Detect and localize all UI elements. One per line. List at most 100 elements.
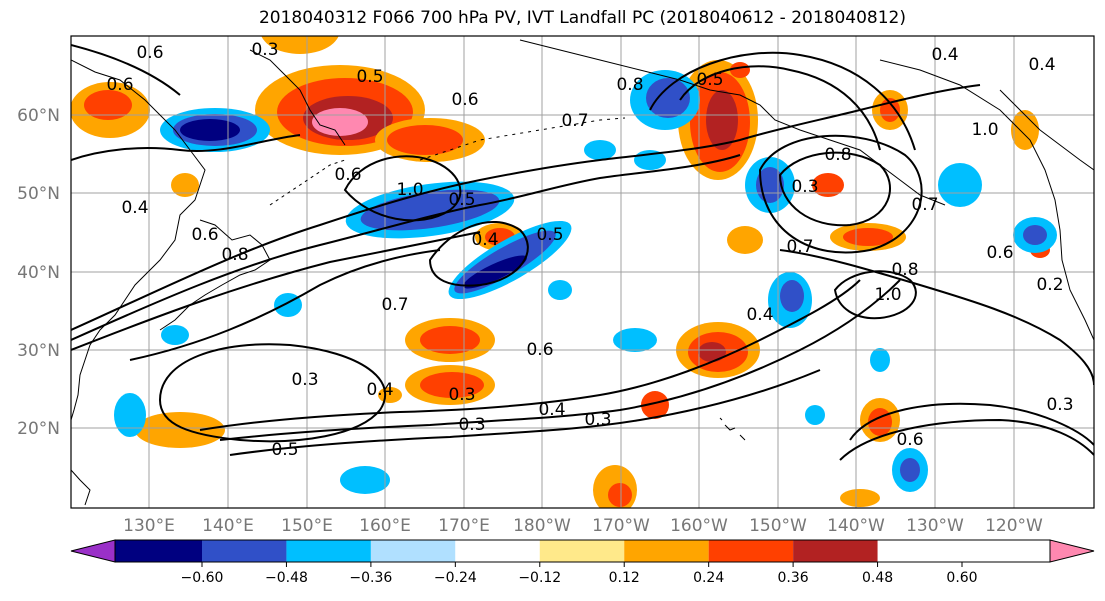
contour-label: 0.6	[191, 225, 218, 245]
contour-label: 0.8	[616, 75, 643, 95]
positive-anomaly-small-2	[840, 489, 880, 507]
latitude-label: 20°N	[17, 419, 60, 439]
positive-anomaly-small-7	[730, 62, 750, 78]
longitude-labels: 130°E 140°E 150°E 160°E 170°E 180°W 170°W 160°W…	[123, 516, 1043, 536]
negative-anomaly-jet	[345, 181, 572, 300]
contour-label: 0.4	[121, 198, 148, 218]
longitude-label: 160°W	[670, 516, 728, 536]
contour-label: 0.4	[931, 45, 958, 65]
colorbar	[70, 539, 1095, 563]
contour-label: 0.6	[986, 243, 1013, 263]
negative-anomaly-small-7	[584, 140, 616, 160]
contour-label: 0.3	[448, 385, 475, 405]
alaska-coastline	[519, 39, 946, 206]
colorbar-tick-label: −0.48	[265, 570, 308, 586]
positive-anomaly-lower-left	[135, 412, 225, 448]
colorbar-frame	[114, 539, 1051, 563]
kamchatka-coastline	[249, 49, 346, 146]
contour-label: 0.6	[526, 340, 553, 360]
contour-label: 0.2	[1036, 275, 1063, 295]
contour-label: 0.5	[448, 190, 475, 210]
colorbar-extend-min	[70, 539, 116, 563]
colorbar-ticks: −0.60 −0.48 −0.36 −0.24 −0.12 0.12 0.24 0.36 0.4…	[181, 562, 978, 586]
colorbar-swatch	[793, 540, 878, 562]
contour-label: 1.0	[971, 120, 998, 140]
lat-lon-grid	[71, 36, 1094, 508]
longitude-label: 180°W	[513, 516, 571, 536]
kuril-chain	[269, 159, 346, 206]
contour-label: 0.5	[271, 440, 298, 460]
longitude-label: 170°W	[592, 516, 650, 536]
colorbar-tick-label: 0.48	[862, 570, 893, 586]
ivt-contours	[71, 44, 1094, 461]
contour-loop-gulf-outer	[758, 134, 923, 254]
negative-anomaly-mid-east-inner	[780, 280, 804, 312]
positive-anomaly-lower-mid-inner	[608, 483, 632, 507]
colorbar-swatch	[202, 540, 287, 562]
negative-anomaly-small-5	[548, 280, 572, 300]
contour-label: 0.8	[221, 245, 248, 265]
colorbar-swatch	[115, 540, 202, 562]
contour-labels: 0.6 0.30.50.60.70.80.40.61.0 0.50.4 0.50.60…	[106, 40, 1073, 460]
contour-label: 0.3	[458, 415, 485, 435]
longitude-label: 150°E	[281, 516, 333, 536]
longitude-label: 160°E	[359, 516, 411, 536]
contour-label: 0.6	[136, 43, 163, 63]
map-frame	[70, 35, 1095, 509]
contour-label: 0.6	[896, 430, 923, 450]
north-america-interior	[999, 89, 1094, 171]
hawaii-islands	[719, 417, 746, 441]
latitude-label: 50°N	[17, 184, 60, 204]
contour-low-left	[158, 343, 387, 443]
positive-anomaly-gulf	[812, 173, 844, 197]
contour-western-north-2	[71, 44, 181, 96]
negative-anomaly-south-east-inner	[900, 458, 920, 482]
colorbar-tick-label: 0.36	[778, 570, 809, 586]
north-america-coastline	[879, 59, 1094, 341]
contour-east-south	[849, 402, 1094, 446]
colorbar-swatch	[286, 540, 371, 562]
contour-ridge-alaska	[679, 65, 881, 151]
contour-label: 0.3	[584, 410, 611, 430]
colorbar-swatch	[624, 540, 709, 562]
colorbar-extend-max	[1049, 539, 1095, 563]
longitude-label: 120°W	[985, 516, 1043, 536]
colorbar-tick-label: −0.24	[434, 570, 477, 586]
longitude-label: 170°E	[438, 516, 490, 536]
colorbar-swatch	[455, 540, 540, 562]
contour-western-north	[71, 134, 301, 161]
negative-anomaly-okhotsk	[160, 108, 270, 152]
contour-label: 0.4	[538, 400, 565, 420]
contour-label: 0.6	[106, 75, 133, 95]
latitude-label: 40°N	[17, 263, 60, 283]
contour-label: 0.7	[911, 195, 938, 215]
contour-label: 0.4	[471, 230, 498, 250]
contour-label: 0.8	[891, 260, 918, 280]
philippines-coast	[71, 469, 91, 506]
contour-loop-kuril	[343, 155, 462, 222]
contour-east-low	[833, 270, 917, 320]
contour-label: 0.7	[381, 295, 408, 315]
contour-label: 0.3	[291, 370, 318, 390]
latitude-label: 60°N	[17, 106, 60, 126]
positive-anomaly-mid-east	[727, 226, 763, 254]
contour-subtropical-long	[199, 279, 861, 431]
colorbar-swatch	[539, 540, 625, 562]
colorbar-tick-label: −0.12	[518, 570, 561, 586]
positive-anomaly-west-inner	[84, 90, 132, 120]
colorbar-tick-label: −0.60	[181, 570, 224, 586]
negative-anomaly-small-4	[161, 325, 189, 345]
latitude-labels: 60°N 50°N 40°N 30°N 20°N	[17, 106, 60, 439]
negative-anomaly-small-2	[870, 348, 890, 372]
contour-label: 0.4	[1028, 55, 1055, 75]
positive-anomaly-far-east	[1011, 110, 1039, 150]
contour-loop-dateline	[428, 220, 529, 287]
contour-jet-south	[71, 231, 481, 351]
contour-label: 1.0	[396, 180, 423, 200]
negative-anomaly-nw	[938, 163, 982, 207]
contour-east-mid	[779, 249, 1094, 386]
negative-anomaly-small-3	[805, 405, 825, 425]
negative-anomaly-coast-inner	[1023, 225, 1047, 245]
contour-label: 0.5	[356, 67, 383, 87]
